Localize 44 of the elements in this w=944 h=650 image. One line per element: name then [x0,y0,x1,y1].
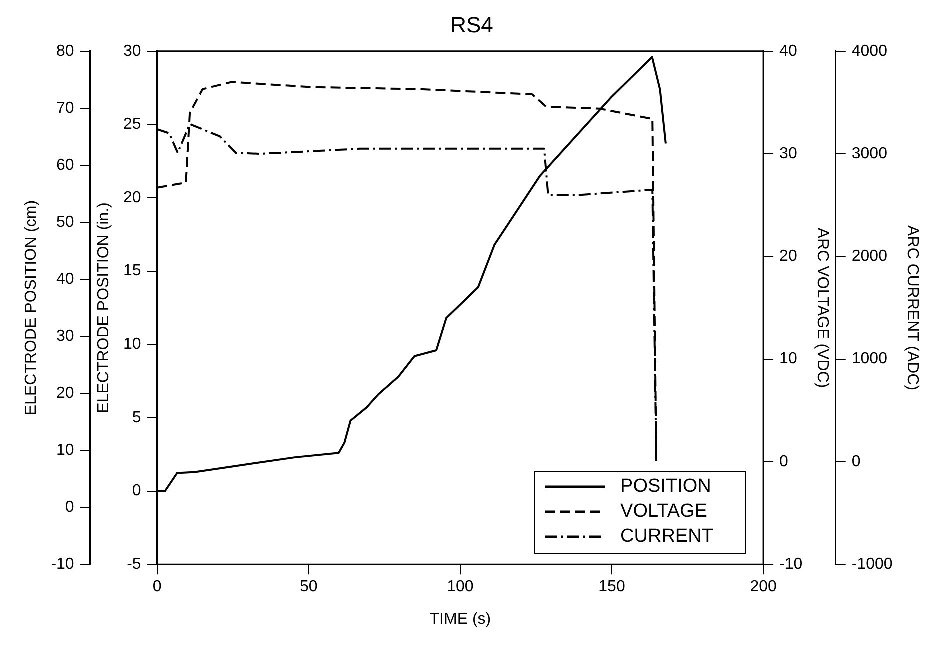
x-tick-label: 0 [152,578,162,596]
y2-tick-label: 30 [780,145,798,162]
y-tick-label: -5 [127,556,142,574]
x-tick-label: 150 [598,578,626,596]
y-tick-label: 5 [132,409,142,426]
chart-title: RS4 [450,12,494,38]
y2-axis-title: ARC VOLTAGE (VDC) [814,228,831,388]
y3-axis-title: ARC CURRENT (ADC) [904,225,921,391]
text: 80 [56,42,74,60]
y3-tick-label: 4000 [852,42,888,60]
x-axis-title: TIME (s) [430,610,492,628]
text: 0 [65,498,74,516]
y3-tick-label: 1000 [852,350,888,368]
y-tick-label: 20 [124,189,142,206]
y3-tick-label: 3000 [852,145,888,162]
y-axis-title: ELECTRODE POSITION (in.) [95,202,112,414]
x-tick-label: 50 [300,578,318,596]
y2-tick-label: 10 [780,350,798,368]
text: ELECTRODE POSITION (cm) [23,200,40,416]
text: 60 [56,156,74,174]
text: -10 [51,556,74,574]
text: 70 [56,100,74,117]
y2-tick-label: 20 [780,248,798,266]
x-tick-label: 200 [750,578,777,596]
y-tick-label: 30 [124,42,142,60]
y-tick-label: 0 [132,482,142,500]
text: 50 [56,214,74,231]
y2-tick-label: 40 [780,42,798,60]
y3-tick-label: 2000 [852,248,888,266]
y3-tick-label: 0 [852,453,861,470]
legend-label: CURRENT [620,526,714,548]
y3-tick-label: -1000 [852,556,893,574]
y-tick-label: 25 [124,116,142,134]
text: 20 [56,384,74,402]
y-tick-label: 15 [124,262,142,280]
text: 10 [56,442,74,459]
text: 40 [56,270,74,288]
text: 30 [56,328,74,345]
y2-tick-label: 0 [780,453,789,470]
legend-label: POSITION [620,476,712,498]
y2-tick-label: -10 [780,556,803,574]
y-tick-label: 10 [124,336,142,354]
legend-label: VOLTAGE [620,501,708,524]
x-tick-label: 100 [447,578,474,596]
